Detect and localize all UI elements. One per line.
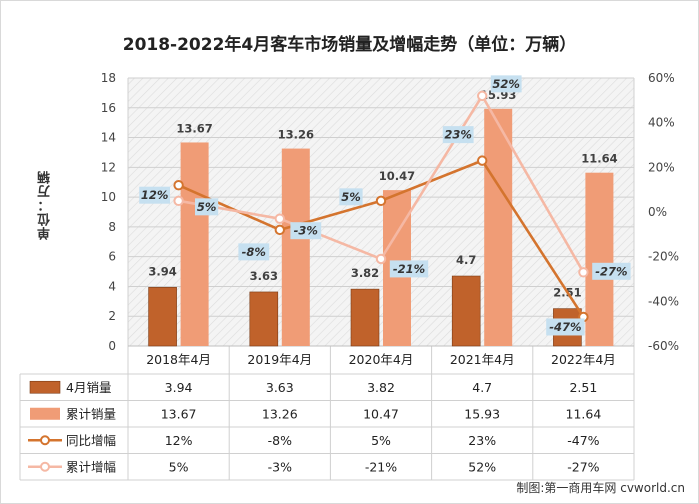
label-box-yoy	[238, 243, 270, 261]
y-left-tick-label: 10	[101, 190, 116, 204]
bar-cumulative-label: 13.67	[176, 121, 212, 135]
y-right-tick-label: -60%	[648, 339, 679, 353]
legend-label: 累计销量	[66, 406, 116, 421]
label-box-yoy	[139, 186, 170, 204]
table-cell: 11.64	[566, 406, 602, 421]
table-cell: 2.51	[569, 380, 597, 395]
bar-monthly-label: 3.63	[250, 269, 278, 283]
bar-monthly-label: 4.7	[456, 253, 476, 267]
chart-credit: 制图:第一商用车网 cvworld.cn	[516, 481, 685, 495]
y-left-tick-label: 4	[108, 279, 116, 293]
table-cell: -3%	[268, 459, 292, 474]
table-cell: 5%	[169, 459, 189, 474]
legend-marker-yoy	[40, 435, 50, 446]
line-yoy-label: 12%	[141, 188, 169, 202]
bar-cumulative-label: 11.64	[581, 152, 617, 166]
x-category-label: 2021年4月	[450, 352, 515, 367]
table-cell: 15.93	[464, 406, 500, 421]
y-left-tick-label: 6	[108, 250, 116, 264]
bar-monthly-label: 3.94	[148, 264, 176, 278]
y-left-tick-label: 0	[108, 339, 116, 353]
bar-monthly	[451, 275, 481, 347]
bar-cumulative-label: 10.47	[379, 169, 415, 183]
bar-cumulative-label: 13.26	[278, 128, 314, 142]
y-right-tick-label: -40%	[648, 294, 679, 308]
table-cell: 12%	[165, 433, 193, 448]
table-cell: 52%	[468, 459, 496, 474]
y-left-tick-label: 8	[108, 220, 116, 234]
y-right-tick-label: 40%	[648, 116, 675, 130]
label-box-cum-growth	[195, 198, 219, 216]
y-left-tick-label: 14	[101, 131, 116, 145]
line-cum-growth-label: -3%	[294, 224, 318, 238]
bar-cumulative	[585, 172, 614, 346]
x-category-label: 2022年4月	[551, 352, 616, 367]
table-cell: 3.82	[367, 380, 395, 395]
y-left-tick-label: 18	[101, 71, 116, 85]
label-box-yoy	[546, 318, 585, 336]
y-right-tick-label: 20%	[648, 160, 675, 174]
line-cum-growth-label: 52%	[492, 77, 520, 91]
point-yoy	[173, 180, 184, 191]
table-cell: -21%	[365, 459, 397, 474]
y-left-tick-label: 12	[101, 160, 116, 174]
point-yoy	[477, 155, 488, 166]
y-right-tick-label: 0%	[648, 205, 667, 219]
line-yoy-label: 23%	[444, 128, 472, 142]
table-cell: -8%	[268, 433, 292, 448]
legend-label: 累计增幅	[66, 459, 116, 474]
line-yoy-label: -47%	[549, 320, 581, 334]
x-category-label: 2019年4月	[247, 352, 312, 367]
bar-monthly-label: 3.82	[351, 266, 379, 280]
point-cum-growth	[578, 267, 589, 278]
y-left-tick-label: 2	[108, 309, 116, 323]
point-yoy	[375, 195, 387, 207]
legend-key-monthly	[29, 380, 61, 394]
bar-cumulative	[281, 148, 310, 346]
point-cum-growth	[477, 90, 488, 102]
label-box-cum-growth	[592, 262, 631, 280]
legend-key-cumulative	[30, 407, 60, 420]
line-yoy-label: -8%	[242, 245, 266, 259]
y-right-tick-label: 60%	[648, 71, 675, 85]
point-cum-growth	[173, 195, 184, 207]
legend-label: 4月销量	[66, 380, 111, 395]
legend-marker-cum-growth	[40, 461, 50, 472]
table-cell: -27%	[567, 459, 599, 474]
label-box-yoy	[339, 188, 363, 206]
table-cell: 3.63	[266, 380, 294, 395]
table-cell: 10.47	[363, 406, 399, 421]
point-cum-growth	[375, 253, 387, 265]
line-cum-growth-label: 5%	[197, 200, 217, 214]
y-left-tick-label: 16	[101, 101, 116, 115]
table-cell: 3.94	[165, 380, 193, 395]
label-box-cum-growth	[490, 75, 522, 93]
point-cum-growth	[274, 213, 285, 224]
label-box-cum-growth	[389, 260, 429, 278]
x-category-label: 2018年4月	[146, 352, 211, 367]
table-cell: 4.7	[472, 380, 492, 395]
bar-monthly	[350, 288, 380, 347]
y-right-tick-label: -20%	[648, 250, 679, 264]
chart-title: 2018-2022年4月客车市场销量及增幅走势（单位：万辆）	[122, 35, 577, 55]
x-category-label: 2020年4月	[349, 352, 414, 367]
bar-cumulative	[180, 142, 209, 346]
table-cell: 13.26	[262, 406, 298, 421]
bar-monthly	[249, 291, 279, 347]
label-box-yoy	[442, 126, 474, 144]
table-cell: 5%	[371, 433, 391, 448]
line-cum-growth-label: -27%	[595, 264, 627, 278]
bar-cumulative	[484, 108, 513, 346]
bar-monthly	[148, 287, 177, 347]
legend-label: 同比增幅	[66, 433, 116, 448]
table-cell: -47%	[567, 433, 599, 448]
table-cell: 13.67	[161, 406, 197, 421]
line-cum-growth-label: -21%	[393, 262, 425, 276]
point-yoy	[274, 224, 285, 236]
line-yoy-label: 5%	[341, 190, 361, 204]
table-cell: 23%	[468, 433, 496, 448]
label-box-cum-growth	[290, 222, 322, 240]
